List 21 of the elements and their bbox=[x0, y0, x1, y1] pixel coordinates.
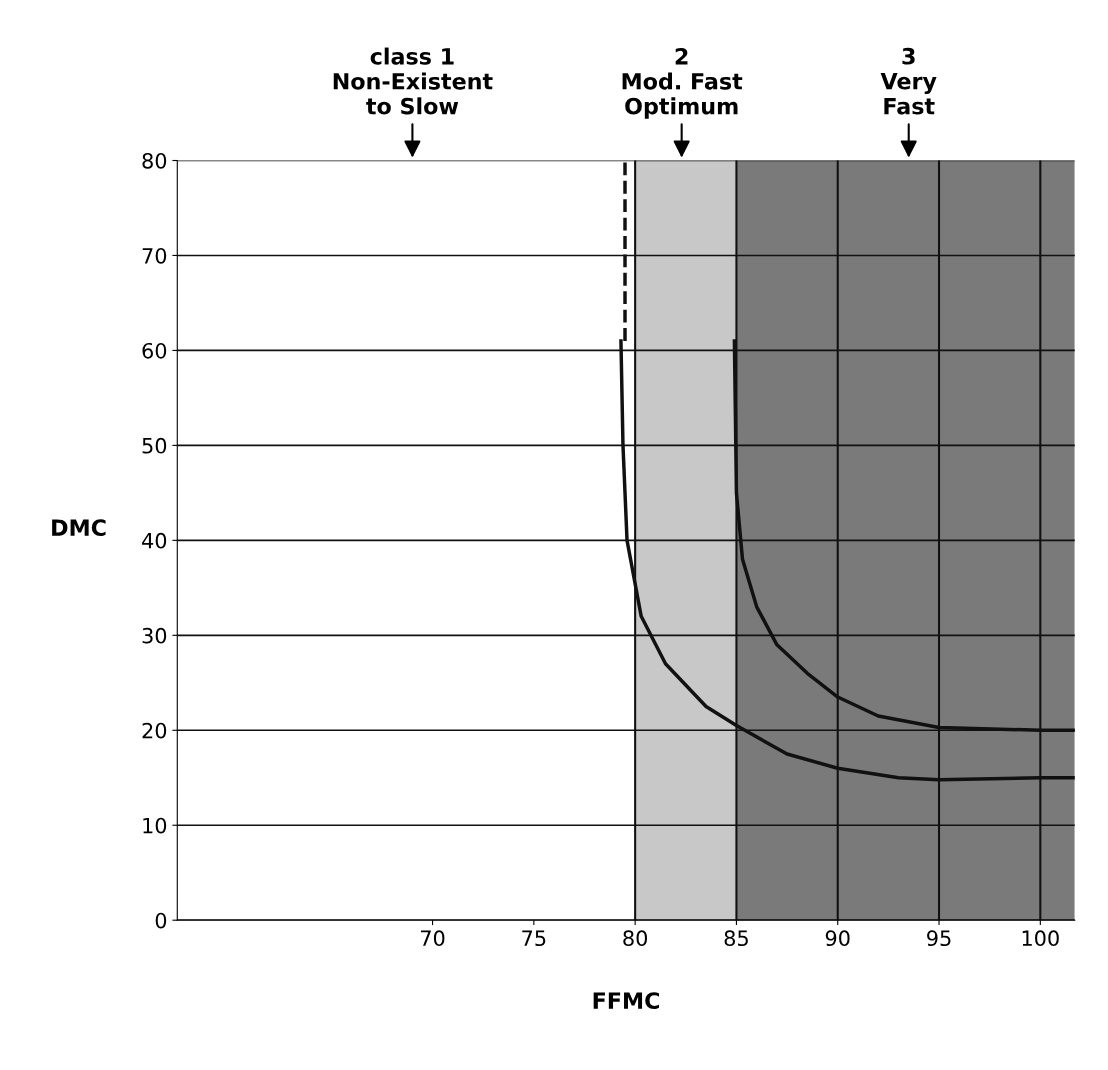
y-tick-label: 50 bbox=[142, 437, 167, 454]
x-tick-label: 75 bbox=[522, 930, 546, 947]
y-tick-label: 60 bbox=[142, 342, 167, 359]
text: 3 Very Fast bbox=[880, 47, 937, 115]
y-tick-label: 80 bbox=[142, 152, 167, 169]
x-tick-label: 70 bbox=[421, 930, 445, 947]
y-tick-label: 70 bbox=[142, 247, 167, 264]
x-tick-label: 95 bbox=[927, 930, 951, 947]
y-tick-label: 10 bbox=[143, 817, 167, 834]
y-tick-label: 30 bbox=[142, 627, 167, 644]
x-tick-label: 80 bbox=[623, 930, 648, 947]
x-axis-title: FFMC bbox=[593, 992, 659, 1009]
x-tick-label: 90 bbox=[825, 930, 850, 947]
y-axis-title: DMC bbox=[52, 519, 106, 537]
y-tick-label: 40 bbox=[142, 532, 167, 549]
x-tick-label: 85 bbox=[724, 930, 748, 947]
x-tick-label: 100 bbox=[1022, 930, 1059, 947]
text: class 1 Non-Existent to Slow bbox=[333, 47, 493, 115]
y-tick-label: 0 bbox=[155, 912, 167, 929]
y-tick-label: 20 bbox=[142, 722, 167, 739]
text: 2 Mod. Fast Optimum bbox=[622, 47, 743, 119]
